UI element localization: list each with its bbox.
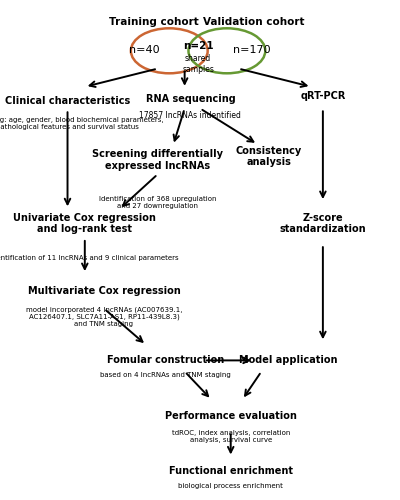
Text: Functional enrichment: Functional enrichment	[169, 466, 293, 476]
Text: 17857 lncRNAs indentified: 17857 lncRNAs indentified	[140, 111, 241, 120]
Text: biological process enrichment: biological process enrichment	[178, 483, 283, 489]
Text: RNA sequencing: RNA sequencing	[146, 94, 235, 104]
Text: Performance evaluation: Performance evaluation	[165, 410, 297, 420]
Text: Multivariate Cox regression: Multivariate Cox regression	[28, 286, 180, 296]
Text: Identification of 11 lncRNAs and 9 clinical parameters: Identification of 11 lncRNAs and 9 clini…	[0, 256, 179, 262]
Text: Z-score
standardization: Z-score standardization	[280, 213, 366, 234]
Text: Validation cohort: Validation cohort	[203, 17, 304, 27]
Text: n=170: n=170	[233, 45, 271, 55]
Text: Screening differentially
expressed lncRNAs: Screening differentially expressed lncRN…	[92, 149, 223, 171]
Text: including: age, gender, blood biochemical parameters,
pathological features and : including: age, gender, blood biochemica…	[0, 117, 163, 130]
Text: Training cohort: Training cohort	[109, 17, 199, 27]
Text: Model application: Model application	[239, 356, 338, 366]
Text: Clinical characteristics: Clinical characteristics	[5, 96, 130, 106]
Text: based on 4 lncRNAs and TNM staging: based on 4 lncRNAs and TNM staging	[100, 372, 231, 378]
Text: model incorporated 4 lncRNAs (AC007639.1,
AC126407.1, SLC7A11-AS1, RP11-439L8.3): model incorporated 4 lncRNAs (AC007639.1…	[26, 306, 182, 327]
Text: qRT-PCR: qRT-PCR	[300, 92, 346, 102]
Text: tdROC, index analysis, correlation
analysis, survival curve: tdROC, index analysis, correlation analy…	[172, 430, 290, 443]
Text: Identification of 368 upregulation
and 27 downregulation: Identification of 368 upregulation and 2…	[99, 196, 216, 209]
Text: n=40: n=40	[129, 45, 160, 55]
Text: n=21: n=21	[183, 42, 213, 51]
Text: shared
samples: shared samples	[182, 54, 214, 74]
Text: Fomular construction: Fomular construction	[107, 356, 224, 366]
Text: Univariate Cox regression
and log-rank test: Univariate Cox regression and log-rank t…	[13, 213, 156, 234]
Text: Consistency
analysis: Consistency analysis	[236, 146, 302, 167]
